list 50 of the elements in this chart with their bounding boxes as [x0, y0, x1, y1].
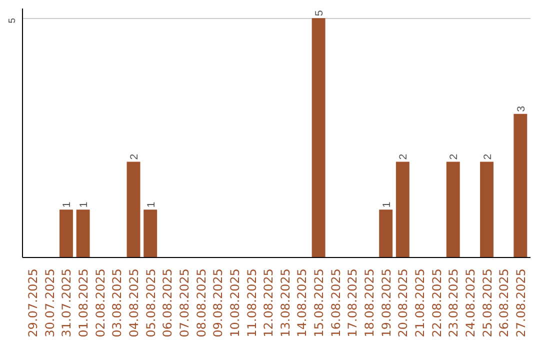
- bar: [480, 162, 494, 258]
- x-tick-label: 16.08.2025: [328, 268, 343, 338]
- data-label: 2: [482, 154, 494, 160]
- x-tick-label: 17.08.2025: [346, 268, 360, 338]
- x-tick-label: 07.08.2025: [177, 268, 192, 338]
- x-tick-label: 11.08.2025: [244, 268, 259, 338]
- x-tick-label: 19.08.2025: [379, 268, 394, 338]
- x-tick-label: 09.08.2025: [211, 268, 226, 338]
- x-tick-label: 22.08.2025: [430, 268, 444, 338]
- x-tick-label: 31.07.2025: [60, 268, 74, 338]
- data-label: 3: [515, 106, 528, 112]
- x-tick-label: 30.07.2025: [42, 268, 57, 338]
- bar: [60, 210, 73, 258]
- data-label: 2: [398, 154, 410, 160]
- x-tick-label: 27.08.2025: [514, 268, 528, 338]
- data-label: 1: [145, 202, 158, 208]
- bar: [144, 210, 158, 258]
- x-tick-label: 03.08.2025: [110, 268, 124, 338]
- x-tick-label: 18.08.2025: [362, 268, 377, 338]
- data-label: 2: [128, 154, 141, 160]
- x-tick-label: 15.08.2025: [312, 268, 326, 338]
- x-tick-label: 04.08.2025: [127, 268, 142, 338]
- x-tick-label: 10.08.2025: [228, 268, 242, 338]
- x-tick-label: 20.08.2025: [396, 268, 410, 338]
- x-tick-label: 12.08.2025: [262, 268, 276, 338]
- x-tick-label: 24.08.2025: [463, 268, 478, 338]
- x-tick-label: 13.08.2025: [278, 268, 292, 338]
- bar: [379, 210, 393, 258]
- bar: [76, 210, 90, 258]
- bar: [396, 162, 410, 258]
- x-tick-label: 29.07.2025: [26, 268, 40, 338]
- x-tick-label: 02.08.2025: [93, 268, 108, 338]
- x-tick-label: 01.08.2025: [76, 268, 91, 338]
- data-label: 1: [61, 202, 74, 208]
- bar: [312, 18, 326, 258]
- x-tick-label: 21.08.2025: [412, 268, 427, 338]
- data-label: 2: [448, 154, 460, 160]
- data-label: 1: [78, 202, 90, 208]
- x-tick-label: 26.08.2025: [497, 268, 512, 338]
- data-label: 5: [314, 10, 326, 16]
- bar: [514, 114, 528, 258]
- x-tick-label: 23.08.2025: [446, 268, 461, 338]
- data-label: 1: [380, 202, 393, 208]
- x-tick-label: 14.08.2025: [295, 268, 310, 338]
- x-tick-label: 25.08.2025: [480, 268, 494, 338]
- x-tick-label: 05.08.2025: [144, 268, 158, 338]
- bar: [446, 162, 460, 258]
- x-tick-label: 08.08.2025: [194, 268, 208, 338]
- x-tick-label: 06.08.2025: [160, 268, 175, 338]
- bar: [126, 162, 140, 258]
